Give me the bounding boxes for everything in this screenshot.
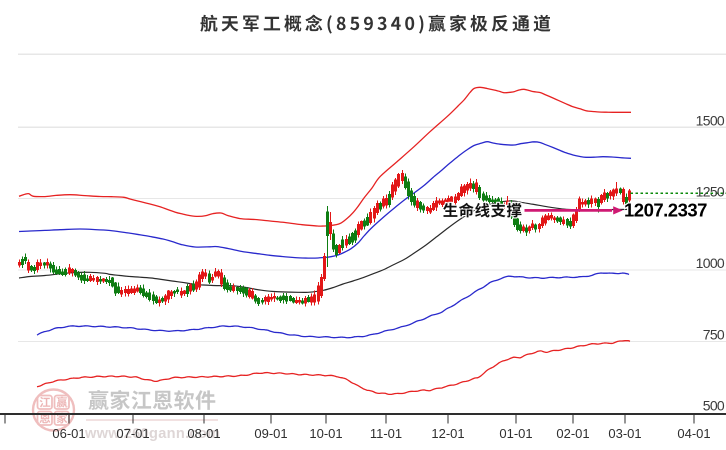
svg-text:1207.2337: 1207.2337 <box>624 200 707 221</box>
svg-text:11-01: 11-01 <box>370 426 402 441</box>
svg-text:1500: 1500 <box>696 113 725 129</box>
svg-text:12-01: 12-01 <box>431 426 464 441</box>
svg-text:www.260gann.com: www.260gann.com <box>84 426 220 442</box>
svg-text:500: 500 <box>703 397 725 413</box>
svg-text:01-01: 01-01 <box>499 426 532 441</box>
svg-text:06-01: 06-01 <box>52 426 85 441</box>
svg-text:03-01: 03-01 <box>608 426 641 441</box>
svg-text:07-01: 07-01 <box>116 426 149 441</box>
svg-text:04-01: 04-01 <box>677 426 710 441</box>
svg-text:02-01: 02-01 <box>556 426 589 441</box>
svg-text:1000: 1000 <box>696 255 725 271</box>
svg-text:08-01: 08-01 <box>187 426 220 441</box>
svg-text:750: 750 <box>703 326 725 342</box>
svg-text:10-01: 10-01 <box>309 426 342 441</box>
svg-text:1250: 1250 <box>696 184 725 200</box>
svg-text:09-01: 09-01 <box>254 426 287 441</box>
